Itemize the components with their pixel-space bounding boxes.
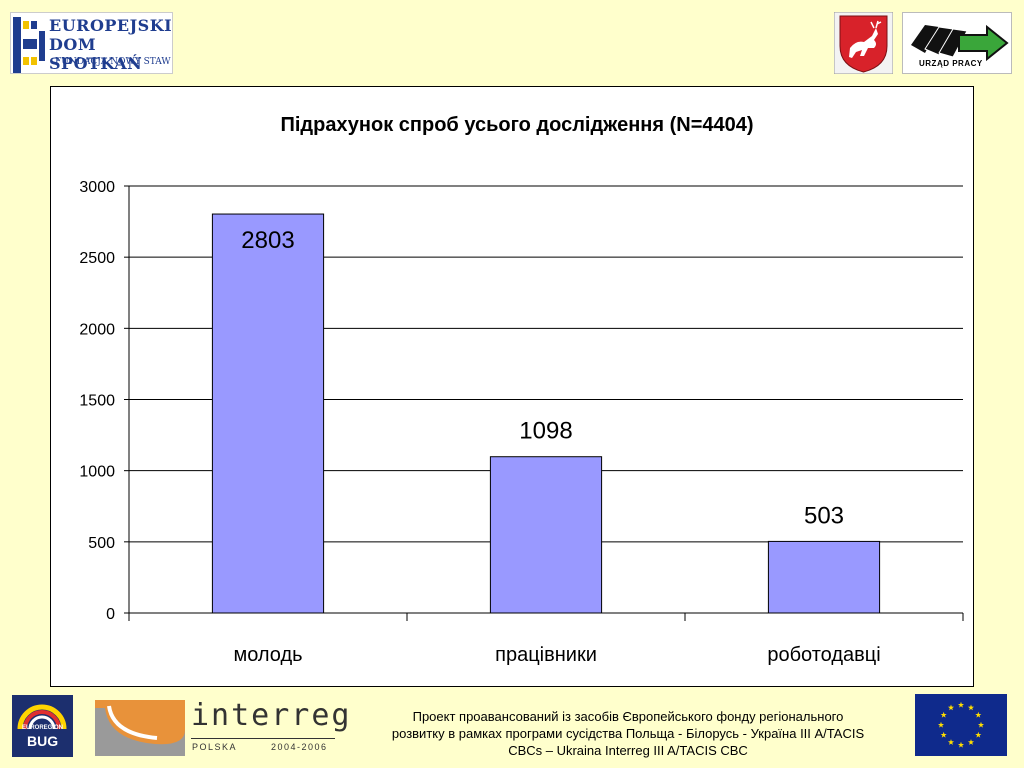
europejski-dom-spotkan-logo: EUROPEJSKI DOM SPOTKAŃ FUNDACJA NOWY STA…	[10, 12, 173, 74]
project-funding-text: Проект проавансований із засобів Європей…	[358, 708, 898, 759]
interreg-swoosh-icon	[95, 705, 185, 756]
data-label: 503	[804, 502, 844, 529]
euroregion-small-text: EUROREGION	[22, 725, 64, 731]
y-tick-label: 0	[106, 606, 115, 623]
data-label: 1098	[519, 418, 572, 445]
y-tick-label: 500	[88, 535, 115, 552]
data-labels: 2803 1098 503	[241, 227, 844, 529]
euroregion-bug-logo: EUROREGION BUG	[12, 695, 73, 757]
project-text-line1: Проект проавансований із засобів Європей…	[412, 709, 844, 724]
data-label: 2803	[241, 227, 294, 254]
x-tick-label: молодь	[233, 644, 302, 666]
eu-star-icon	[975, 731, 982, 738]
project-text-line2: розвитку в рамках програми сусідства Пол…	[391, 726, 865, 741]
eu-star-icon	[967, 704, 975, 711]
interreg-wordmark: interreg	[191, 698, 352, 733]
euroregion-big-text: BUG	[27, 733, 59, 749]
eu-star-icon	[977, 721, 985, 728]
bar	[767, 540, 881, 614]
axes	[128, 186, 964, 621]
urzad-pracy-logo: URZĄD PRACY	[902, 12, 1012, 74]
interreg-orange-block	[95, 700, 185, 756]
y-axis-tick-labels: 0 500 1000 1500 2000 2500 3000	[79, 179, 129, 623]
bar	[489, 456, 603, 614]
x-axis-tick-labels: молодь працівники роботодавці	[233, 644, 880, 666]
urzad-logo-text: URZĄD PRACY	[919, 59, 983, 68]
interreg-logo: interreg POLSKA 2004-2006	[95, 698, 350, 756]
eds-logo-line3: FUNDACJA NOWY STAW	[55, 57, 171, 67]
eu-star-icon	[940, 731, 947, 738]
y-tick-label: 2500	[79, 250, 115, 267]
urzad-arrow-icon	[911, 24, 1009, 62]
eu-star-icon	[947, 704, 955, 711]
project-text-line3: CBCs – Ukraina Interreg III A/TACIS CBC	[508, 743, 748, 758]
interreg-rule	[191, 738, 335, 739]
x-tick-label: роботодавці	[767, 644, 880, 666]
euroregion-arc-icon	[17, 704, 67, 730]
bar	[211, 213, 325, 614]
y-tick-label: 1000	[79, 464, 115, 481]
eu-star-icon	[957, 741, 965, 748]
eu-flag	[915, 694, 1007, 756]
bar-chart: Підрахунок спроб усього дослідження (N=4…	[79, 114, 964, 666]
chart-frame: Підрахунок спроб усього дослідження (N=4…	[50, 86, 974, 687]
eu-star-icon	[940, 711, 947, 718]
eds-emblem-icon	[13, 17, 45, 73]
interreg-years: 2004-2006	[271, 742, 328, 752]
eu-star-icon	[937, 721, 945, 728]
interreg-country: POLSKA	[192, 742, 238, 752]
eu-flag-icon	[915, 694, 1007, 756]
y-tick-label: 1500	[79, 393, 115, 410]
chart-title: Підрахунок спроб усього дослідження (N=4…	[280, 114, 753, 136]
eds-logo-line2: DOM SPOTKAŃ	[49, 35, 143, 73]
eu-star-icon	[947, 739, 955, 745]
eu-star-icon	[975, 711, 982, 718]
y-tick-label: 3000	[79, 179, 115, 196]
eu-star-icon	[957, 701, 965, 708]
eds-logo-line1: EUROPEJSKI	[49, 16, 173, 35]
y-tick-label: 2000	[79, 321, 115, 338]
deer-emblem-icon	[833, 11, 894, 75]
lublin-coat-of-arms	[833, 11, 894, 75]
bars	[211, 213, 881, 614]
x-tick-label: працівники	[495, 644, 597, 666]
eu-star-icon	[967, 739, 975, 745]
